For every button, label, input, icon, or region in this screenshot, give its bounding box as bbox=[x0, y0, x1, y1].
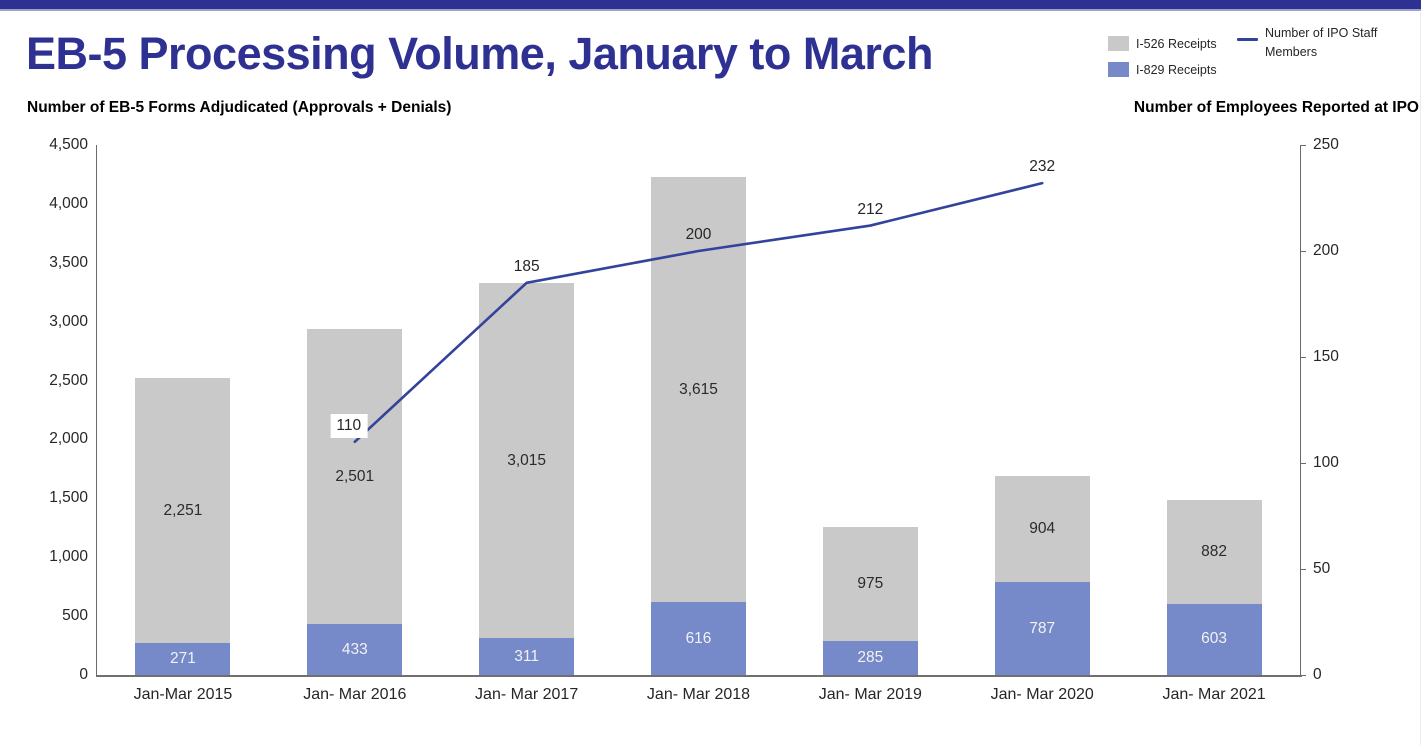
staff-point-label: 212 bbox=[857, 200, 884, 218]
category-label: Jan- Mar 2020 bbox=[990, 686, 1094, 703]
left-axis-tick-label: 1,500 bbox=[49, 489, 88, 507]
right-axis-tick-label: 150 bbox=[1313, 348, 1339, 365]
left-axis-tick-label: 0 bbox=[79, 666, 88, 683]
category-label: Jan- Mar 2021 bbox=[1162, 686, 1266, 703]
staff-point-label: 110 bbox=[330, 413, 368, 438]
left-axis-tick-label: 4,500 bbox=[49, 136, 88, 153]
left-axis-tick-label: 3,000 bbox=[49, 312, 88, 330]
category-label: Jan- Mar 2017 bbox=[475, 686, 579, 703]
category-label: Jan- Mar 2016 bbox=[303, 686, 407, 703]
right-axis-title: Number of Employees Reported at IPO bbox=[1133, 99, 1419, 116]
left-axis-tick-label: 1,000 bbox=[49, 548, 88, 566]
staff-line-swatch-icon bbox=[1237, 38, 1258, 41]
staff-point-label: 200 bbox=[685, 226, 712, 243]
bar-value-label-i526: 882 bbox=[1201, 543, 1227, 561]
bar-value-label-i829: 285 bbox=[857, 649, 884, 667]
bar-value-label-i829: 271 bbox=[169, 650, 196, 668]
bar-segment-i829 bbox=[822, 641, 918, 675]
left-axis-tick-label: 3,500 bbox=[49, 253, 88, 271]
category-label: Jan- Mar 2018 bbox=[646, 686, 751, 703]
right-axis-tick-label: 100 bbox=[1313, 454, 1339, 471]
bar-segment-i829 bbox=[135, 643, 231, 675]
bar-value-label-i526: 3,615 bbox=[679, 380, 718, 398]
legend-item-staff-line: Number of IPO Staff Members bbox=[1237, 24, 1400, 62]
bar-segment-i829 bbox=[1166, 603, 1262, 675]
right-axis-tick-label: 50 bbox=[1313, 560, 1331, 577]
page-right-edge-line bbox=[1420, 12, 1421, 745]
bar-value-label-i526: 975 bbox=[857, 575, 884, 593]
right-axis-tick-mark bbox=[1300, 357, 1306, 358]
page-title: EB-5 Processing Volume, January to March bbox=[26, 28, 933, 79]
bar-segment-i829 bbox=[651, 602, 746, 675]
right-axis-tick-mark bbox=[1300, 463, 1306, 464]
bar-segment-i526 bbox=[1166, 500, 1262, 604]
bar-value-label-i829: 787 bbox=[1029, 619, 1056, 637]
staff-point-label: 232 bbox=[1029, 158, 1056, 176]
bar-segment-i829 bbox=[307, 624, 403, 675]
top-accent-bar bbox=[0, 0, 1421, 9]
left-axis-line bbox=[96, 145, 97, 676]
category-label: Jan-Mar 2015 bbox=[133, 686, 233, 703]
bar-segment-i526 bbox=[822, 526, 918, 642]
bar-value-label-i829: 311 bbox=[514, 647, 539, 665]
left-axis-tick-label: 4,000 bbox=[49, 194, 88, 212]
right-axis-line bbox=[1300, 145, 1301, 676]
legend-item-i829: I-829 Receipts bbox=[1108, 62, 1217, 77]
legend-label-staff-line: Number of IPO Staff Members bbox=[1265, 26, 1378, 59]
right-axis-tick-label: 0 bbox=[1313, 666, 1322, 683]
legend-label-i526: I-526 Receipts bbox=[1136, 36, 1217, 51]
bar-value-label-i829: 603 bbox=[1201, 630, 1227, 648]
i526-swatch-icon bbox=[1108, 36, 1129, 51]
left-axis-title: Number of EB-5 Forms Adjudicated (Approv… bbox=[27, 99, 452, 116]
bar-value-label-i526: 3,015 bbox=[507, 451, 547, 469]
bar-value-label-i526: 2,251 bbox=[163, 501, 203, 519]
top-accent-underline bbox=[0, 9, 1421, 11]
legend-item-i526: I-526 Receipts bbox=[1108, 36, 1217, 51]
left-axis-tick-label: 500 bbox=[62, 607, 88, 625]
category-label: Jan- Mar 2019 bbox=[818, 686, 922, 703]
x-axis-line bbox=[96, 675, 1302, 677]
right-axis-tick-label: 200 bbox=[1313, 242, 1339, 259]
left-axis-tick-label: 2,000 bbox=[49, 430, 88, 448]
bar-segment-i829 bbox=[994, 582, 1090, 675]
legend-label-i829: I-829 Receipts bbox=[1136, 62, 1217, 77]
right-axis-tick-mark bbox=[1300, 675, 1306, 676]
left-axis-tick-label: 2,500 bbox=[49, 371, 88, 389]
bar-value-label-i829: 433 bbox=[341, 640, 368, 658]
bar-segment-i526 bbox=[994, 475, 1090, 583]
right-axis-tick-mark bbox=[1300, 569, 1306, 570]
bar-value-label-i829: 616 bbox=[685, 629, 712, 647]
bar-value-label-i526: 2,501 bbox=[335, 467, 375, 485]
bar-segment-i829 bbox=[479, 638, 575, 675]
bar-value-label-i526: 904 bbox=[1029, 520, 1056, 538]
bar-segment-i526 bbox=[135, 377, 231, 644]
i829-swatch-icon bbox=[1108, 62, 1129, 77]
right-axis-tick-mark bbox=[1300, 251, 1306, 252]
right-axis-tick-label: 250 bbox=[1313, 136, 1339, 153]
right-axis-tick-mark bbox=[1300, 145, 1306, 146]
staff-point-label: 185 bbox=[513, 257, 540, 275]
